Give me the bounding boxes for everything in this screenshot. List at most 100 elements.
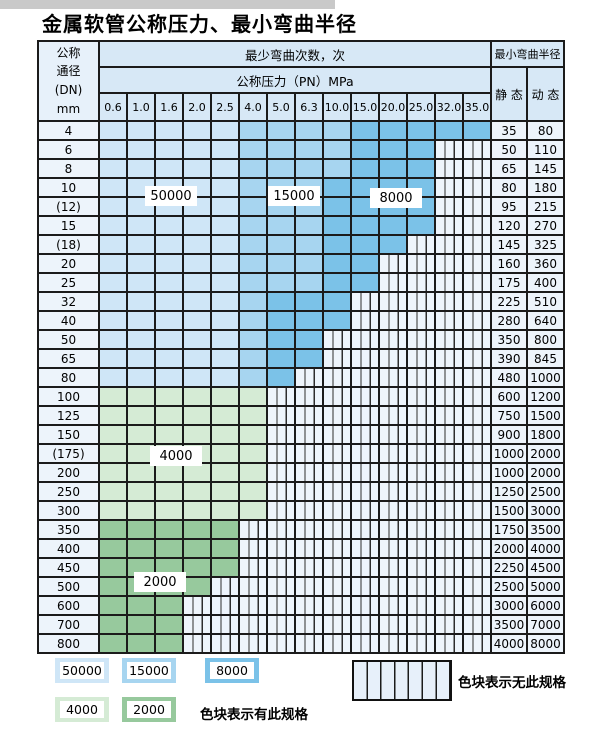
cell-unavailable bbox=[462, 500, 492, 521]
cell-available bbox=[238, 462, 268, 483]
cell-available bbox=[238, 234, 268, 255]
cell-unavailable bbox=[406, 291, 436, 312]
table-row: 4 35 80 bbox=[37, 120, 565, 141]
cell-unavailable bbox=[378, 253, 408, 274]
cell-unavailable bbox=[434, 253, 464, 274]
pressure-col-header: 2.0 bbox=[182, 92, 212, 122]
cell-unavailable bbox=[462, 348, 492, 369]
table-row: 50 350 800 bbox=[37, 329, 565, 350]
legend-unavailable-label: 色块表示无此规格 bbox=[458, 675, 566, 691]
cell-available bbox=[126, 386, 156, 407]
cell-available bbox=[126, 253, 156, 274]
cell-unavailable bbox=[322, 595, 352, 616]
cell-available bbox=[210, 538, 240, 559]
cell-unavailable bbox=[294, 500, 324, 521]
dynamic-value: 2000 bbox=[526, 443, 565, 464]
cell-unavailable bbox=[182, 633, 212, 654]
cell-available bbox=[182, 500, 212, 521]
cell-unavailable bbox=[294, 595, 324, 616]
static-value: 1000 bbox=[490, 462, 528, 483]
cell-unavailable bbox=[266, 557, 296, 578]
cell-available bbox=[126, 291, 156, 312]
cell-available bbox=[154, 614, 184, 635]
cell-unavailable bbox=[378, 405, 408, 426]
cell-unavailable bbox=[266, 405, 296, 426]
cell-available bbox=[294, 215, 324, 236]
cell-available bbox=[294, 272, 324, 293]
cell-available bbox=[98, 196, 128, 217]
cell-available bbox=[406, 120, 436, 141]
dynamic-value: 2500 bbox=[526, 481, 565, 502]
cell-available bbox=[238, 348, 268, 369]
cell-unavailable bbox=[434, 538, 464, 559]
cell-available bbox=[210, 139, 240, 160]
cell-available bbox=[350, 253, 380, 274]
dynamic-value: 640 bbox=[526, 310, 565, 331]
cell-unavailable bbox=[406, 272, 436, 293]
cell-available bbox=[98, 329, 128, 350]
cell-unavailable bbox=[378, 500, 408, 521]
cell-unavailable bbox=[462, 234, 492, 255]
table-row: 350 1750 3500 bbox=[37, 519, 565, 540]
static-column-header: 静 态 bbox=[490, 66, 528, 122]
cell-available bbox=[266, 139, 296, 160]
static-value: 2250 bbox=[490, 557, 528, 578]
dn-column-header: 公称 通径 (DN) mm bbox=[37, 40, 100, 122]
cell-available bbox=[210, 443, 240, 464]
cell-available bbox=[210, 348, 240, 369]
dn-label: 50 bbox=[37, 329, 100, 350]
legend-swatch-8000: 8000 bbox=[205, 658, 259, 683]
cell-unavailable bbox=[350, 633, 380, 654]
cell-available bbox=[322, 120, 352, 141]
cell-unavailable bbox=[238, 595, 268, 616]
cell-available bbox=[154, 633, 184, 654]
cell-available bbox=[126, 519, 156, 540]
cell-available bbox=[210, 424, 240, 445]
cell-available bbox=[98, 386, 128, 407]
zone-label-4000: 4000 bbox=[150, 446, 202, 466]
cell-available bbox=[126, 234, 156, 255]
legend-unavailable-swatch bbox=[352, 660, 452, 701]
cell-unavailable bbox=[266, 576, 296, 597]
legend-swatch-label: 50000 bbox=[60, 662, 104, 679]
cell-unavailable bbox=[266, 443, 296, 464]
dn-label: 800 bbox=[37, 633, 100, 654]
cell-available bbox=[266, 120, 296, 141]
cell-unavailable bbox=[322, 614, 352, 635]
cell-unavailable bbox=[350, 310, 380, 331]
dn-header-line1: 公称 bbox=[56, 45, 81, 60]
cell-available bbox=[182, 424, 212, 445]
cell-available bbox=[294, 158, 324, 179]
pressure-col-header: 6.3 bbox=[294, 92, 324, 122]
cell-unavailable bbox=[434, 443, 464, 464]
cell-available bbox=[154, 253, 184, 274]
pressure-col-header: 10.0 bbox=[322, 92, 352, 122]
dn-label: 125 bbox=[37, 405, 100, 426]
cell-available bbox=[154, 272, 184, 293]
cell-available bbox=[98, 557, 128, 578]
cell-unavailable bbox=[434, 310, 464, 331]
pressure-col-header: 20.0 bbox=[378, 92, 408, 122]
cell-available bbox=[98, 462, 128, 483]
dynamic-value: 6000 bbox=[526, 595, 565, 616]
cell-unavailable bbox=[406, 557, 436, 578]
cell-unavailable bbox=[434, 234, 464, 255]
cell-available bbox=[98, 253, 128, 274]
dn-label: 600 bbox=[37, 595, 100, 616]
cell-available bbox=[126, 120, 156, 141]
table-row: 8 65 145 bbox=[37, 158, 565, 179]
cell-available bbox=[350, 139, 380, 160]
pressure-col-header: 1.0 bbox=[126, 92, 156, 122]
cell-available bbox=[294, 234, 324, 255]
dn-label: 65 bbox=[37, 348, 100, 369]
table-row: 125 750 1500 bbox=[37, 405, 565, 426]
cell-available bbox=[182, 310, 212, 331]
cell-unavailable bbox=[350, 291, 380, 312]
cell-available bbox=[154, 234, 184, 255]
cell-available bbox=[182, 538, 212, 559]
cell-available bbox=[350, 158, 380, 179]
dynamic-value: 400 bbox=[526, 272, 565, 293]
dynamic-value: 215 bbox=[526, 196, 565, 217]
cell-unavailable bbox=[462, 253, 492, 274]
bend-times-header: 最少弯曲次数，次 bbox=[98, 40, 492, 68]
